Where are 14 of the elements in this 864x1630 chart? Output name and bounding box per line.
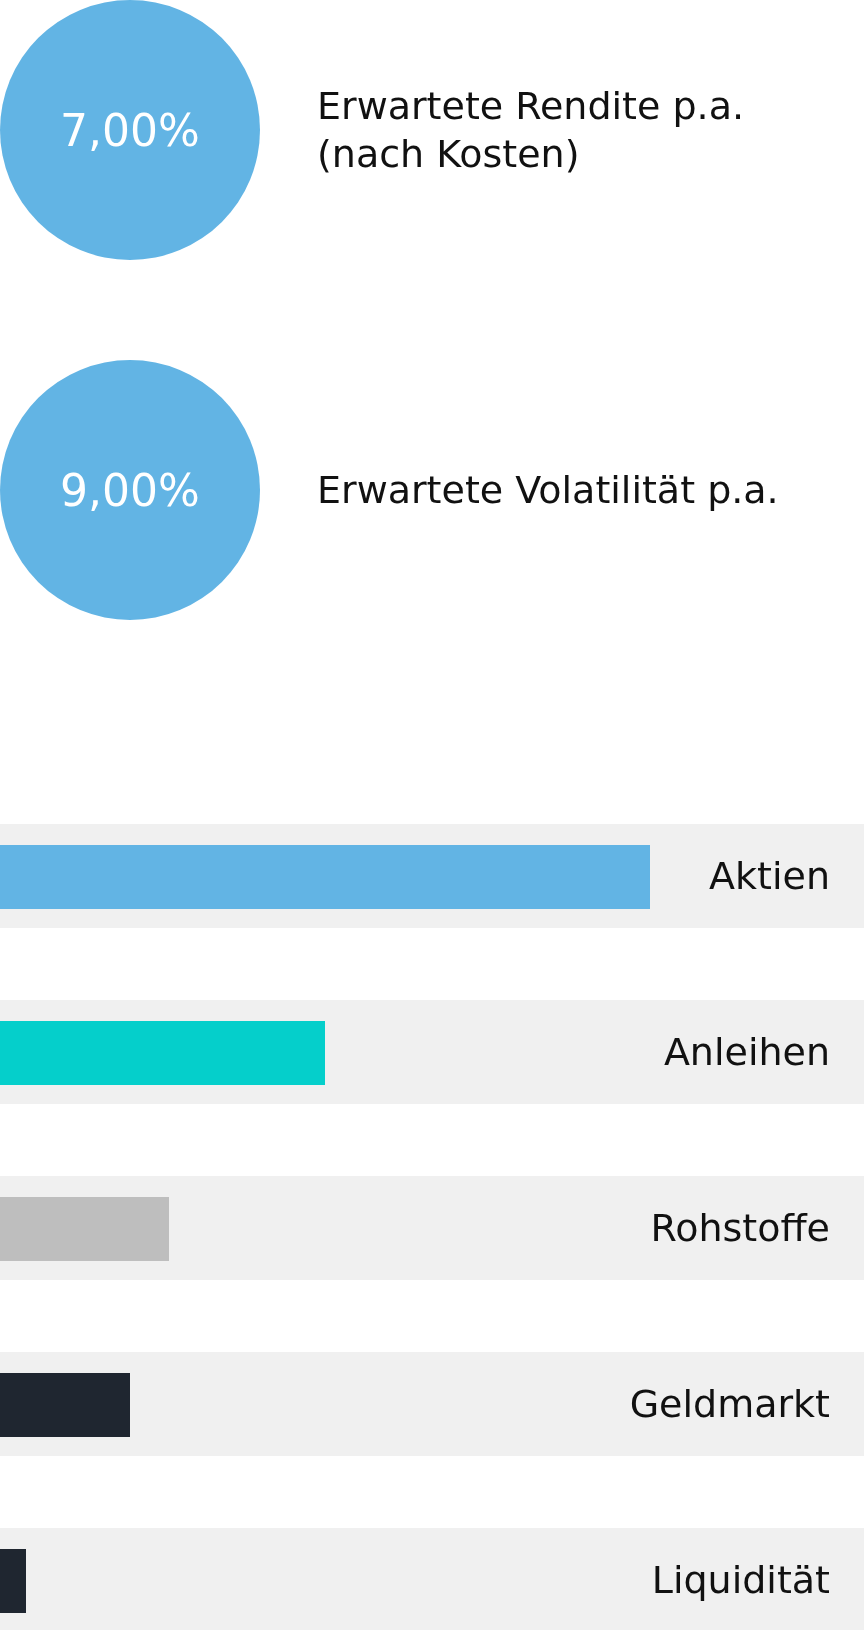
bar [0, 1549, 26, 1613]
bar [0, 1021, 325, 1085]
y-tick-label: Liquidität [651, 1558, 830, 1602]
category-label: Erwartete Rendite p.a. (nach Kosten) [317, 84, 745, 176]
bar [0, 1197, 169, 1261]
bar [0, 845, 650, 909]
y-tick-label: Rohstoffe [650, 1206, 830, 1250]
y-tick-label: Anleihen [663, 1030, 830, 1074]
category-label: Erwartete Volatilität p.a. [317, 468, 779, 512]
y-tick-label: Aktien [709, 854, 830, 898]
y-tick-label: Geldmarkt [629, 1382, 830, 1426]
data-label: 7,00% [60, 104, 200, 156]
data-label: 9,00% [60, 464, 200, 516]
bar [0, 1373, 130, 1437]
